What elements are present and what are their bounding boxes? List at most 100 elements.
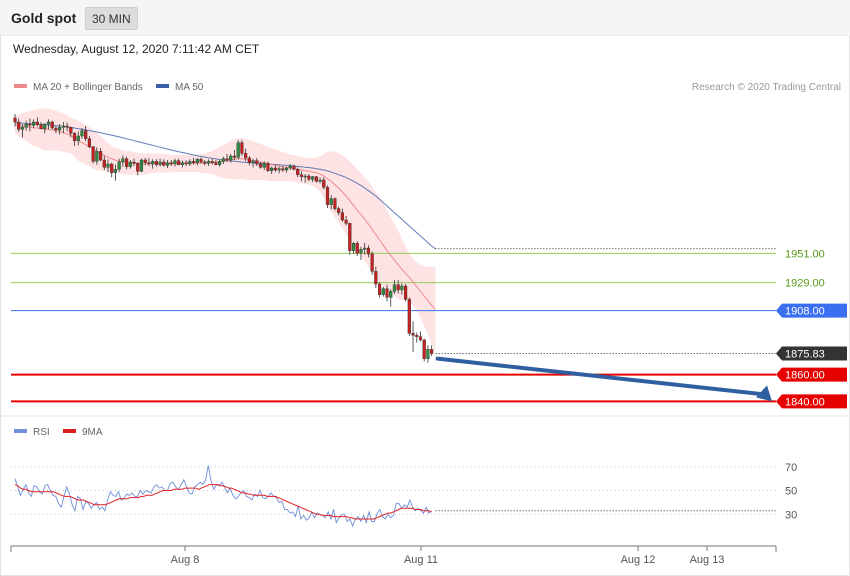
candle-down [169,162,173,165]
rsi-legend-swatch [14,429,27,433]
candle-up [251,160,255,163]
candle-up [58,127,62,131]
candle-down [84,130,88,139]
candle-down [307,175,311,180]
candle-up [236,142,240,158]
header-bar: Gold spot 30 MIN [0,0,850,36]
candle-up [76,135,80,141]
ma50-legend-swatch [156,84,169,88]
candle-down [255,160,259,165]
candle-down [292,165,296,170]
candle-down [54,127,58,131]
candle-up [113,169,118,173]
rsi-tick-label: 30 [785,509,797,521]
candle-down [91,146,95,162]
candle-down [39,124,43,129]
candle-up [311,176,315,180]
candle-up [288,165,292,169]
candle-up [46,121,51,125]
rsi-legend-label: RSI [33,427,50,438]
candle-down [240,142,244,154]
candle-down [418,336,423,341]
candle-down [422,339,426,359]
candle-up [158,161,162,165]
candle-down [407,299,411,334]
x-tick-label: Aug 8 [171,554,200,566]
candle-down [124,158,129,167]
candle-down [199,159,203,163]
candle-up [20,127,25,130]
candle-up [121,158,125,163]
candle-up [195,159,199,163]
candle-down [281,168,285,171]
rsi-ma-legend-label: 9MA [82,427,103,438]
candle-down [247,157,251,163]
candle-up [318,179,322,182]
level-label-1908.00: 1908.00 [785,306,825,318]
candle-up [303,175,307,178]
ma20-legend-swatch [14,84,27,88]
candle-down [87,138,91,147]
candle-down [143,159,147,163]
candle-up [80,130,84,137]
candle-down [273,167,277,171]
candle-up [117,161,121,170]
candle-up [381,288,385,295]
candle-up [400,285,404,291]
candle-down [35,121,39,125]
candle-down [184,162,188,165]
candle-down [377,283,382,295]
level-label-1840.00: 1840.00 [785,396,825,408]
candle-up [284,167,289,171]
candle-down [404,285,408,300]
candle-down [415,335,419,337]
candle-down [348,223,352,251]
level-label-1929.00: 1929.00 [785,278,825,290]
candle-up [106,163,110,168]
candle-up [43,123,47,129]
forecast-arrow-shaft [435,356,766,397]
candle-up [217,161,222,165]
candle-down [355,243,359,254]
candle-down [296,169,300,175]
candle-down [314,176,318,182]
candle-up [180,162,184,165]
candle-down [136,163,140,172]
candle-down [430,349,434,354]
candle-down [366,247,370,255]
candle-down [322,179,326,188]
x-tick-label: Aug 11 [404,554,438,566]
candle-up [277,168,281,171]
candle-up [351,243,356,251]
candle-down [370,253,374,272]
candle-up [262,163,266,168]
candle-down [337,208,341,213]
candle-up [389,291,393,298]
candle-down [325,187,330,205]
candle-up [173,160,177,165]
candle-down [266,163,270,171]
candle-up [392,284,397,292]
candle-down [214,162,218,165]
ma50-legend-label: MA 50 [175,82,204,93]
rsi-line [14,465,432,528]
candle-up [188,161,192,165]
level-label-1860.00: 1860.00 [785,370,825,382]
candle-down [13,117,17,123]
candle-up [359,249,363,254]
timeframe-badge[interactable]: 30 MIN [85,7,138,30]
candle-down [50,121,54,129]
candle-down [154,161,158,165]
candle-down [385,288,389,298]
candle-up [206,161,211,164]
rsi-tick-label: 50 [785,486,797,498]
candle-up [221,158,225,162]
candle-down [132,161,136,164]
candle-down [244,153,248,159]
ma50-line [14,122,436,250]
candle-down [258,163,263,168]
copyright-credit: Research © 2020 Trading Central [692,82,841,93]
candle-up [270,167,274,171]
candle-down [396,284,400,291]
